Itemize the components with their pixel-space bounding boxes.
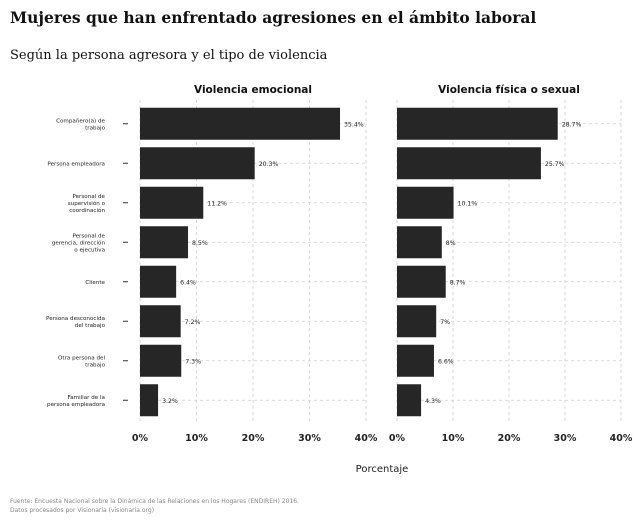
bar [397,107,558,140]
bar-value-label: 7.2% [185,319,201,326]
bar-value-label: 8.7% [450,279,466,286]
bar [140,305,181,338]
bar [140,107,341,140]
bar-chart: 0% 10% 20% 30% 40% Violencia emocional 35.4% Co… [46,84,633,475]
x-tick-label: 20% [242,433,265,444]
x-tick-label: 10% [442,433,465,444]
bar-value-label: 8.5% [192,240,208,247]
source-note: Fuente: Encuesta Nacional sobre la Dinám… [10,497,299,515]
bar [140,265,177,298]
chart-subtitle: Según la persona agresora y el tipo de v… [10,48,328,63]
category-label-line: Persona desconocida [46,316,105,322]
category-label: Persona empleadora [47,161,105,167]
bar-value-label: 4.3% [425,398,441,405]
category-label: Personal de supervisión o coordinación [68,194,106,214]
bar-value-label: 7.3% [185,358,201,365]
bar [397,226,442,259]
bar [397,384,422,417]
x-tick-label: 0% [389,433,406,444]
x-tick-label: 40% [610,433,633,444]
x-tick-label: 0% [132,433,149,444]
category-label-line: trabajo [85,125,105,131]
category-label-line: persona empleadora [47,402,105,408]
bar [140,147,255,180]
bar [140,226,189,259]
category-label-line: Otra persona del [58,355,105,361]
bar-value-label: 6.4% [180,279,196,286]
chart-title: Mujeres que han enfrentado agresiones en… [10,8,537,27]
category-label-line: coordinación [69,207,105,214]
category-label-line: supervisión o [68,200,106,207]
bar [140,384,159,417]
category-label-line: gerencia, dirección [52,239,106,246]
bar-value-label: 11.2% [207,200,227,207]
bar-value-label: 35.4% [344,121,364,128]
category-label: Familiar de la persona empleadora [47,395,105,408]
category-label-line: Personal de [72,233,105,239]
bar-value-label: 10.1% [458,200,478,207]
x-tick-label: 40% [355,433,378,444]
category-label-line: Persona empleadora [47,161,105,167]
category-label: Personal de gerencia, dirección o ejecutiv… [52,233,106,253]
bar-value-label: 8% [446,240,456,247]
bar-value-label: 20.3% [259,161,279,168]
category-label-line: Personal de [72,194,105,200]
bar [397,147,541,180]
bar-value-label: 7% [440,319,450,326]
bar-value-label: 28.7% [562,121,582,128]
x-tick-label: 10% [185,433,208,444]
category-label-line: Cliente [85,280,105,286]
category-label: Compañero(a) de trabajo [56,118,105,131]
source-line-1: Fuente: Encuesta Nacional sobre la Dinám… [10,498,299,505]
panel-title: Violencia física o sexual [438,84,580,96]
x-tick-label: 20% [498,433,521,444]
bar-value-label: 6.6% [438,358,454,365]
bar-value-label: 25.7% [545,161,565,168]
bar [397,344,434,377]
category-label: Otra persona del trabajo [58,355,106,368]
panel-title: Violencia emocional [194,84,312,96]
category-label: Persona desconocida del trabajo [46,316,106,329]
category-label-line: trabajo [85,362,105,368]
bar [397,186,454,219]
category-label-line: Compañero(a) de [56,118,105,124]
category-label: Cliente [85,280,105,286]
source-line-2: Datos procesados por Visionaria (visiona… [10,507,155,514]
bar [140,344,182,377]
category-label-line: Familiar de la [67,395,105,401]
x-tick-label: 30% [298,433,321,444]
bar [140,186,204,219]
bar [397,305,437,338]
x-axis-label: Porcentaje [356,464,409,475]
category-label-line: del trabajo [75,323,106,329]
category-label-line: o ejecutiva [74,247,105,253]
bar-value-label: 3.2% [162,398,178,405]
x-tick-label: 30% [554,433,577,444]
bar [397,265,446,298]
